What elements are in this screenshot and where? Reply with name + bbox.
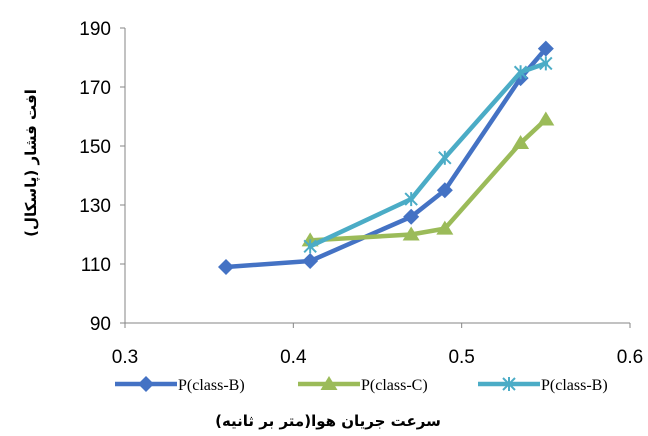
- data-point: [303, 239, 317, 254]
- series-1: [218, 40, 554, 275]
- legend-item-2: P(class-C): [298, 376, 428, 394]
- data-point: [438, 150, 452, 165]
- y-tick-labels: 90 110 130 150 170 190: [79, 19, 111, 335]
- data-point: [403, 208, 420, 225]
- data-point: [404, 192, 418, 207]
- legend-item-1: P(class-B): [115, 376, 245, 394]
- y-tick-label: 90: [90, 314, 111, 335]
- y-tick-label: 170: [79, 78, 111, 99]
- data-point: [436, 220, 454, 235]
- data-point: [302, 253, 319, 270]
- axes: [120, 27, 631, 328]
- series-layer: [218, 40, 555, 275]
- y-tick-label: 150: [79, 137, 111, 158]
- data-point: [537, 40, 554, 57]
- data-point: [218, 258, 234, 275]
- x-tick-label: 0.6: [617, 347, 643, 368]
- y-tick-label: 130: [79, 196, 111, 217]
- legend-marker: [502, 377, 516, 391]
- y-axis-label: افت فشار (پاسکال): [22, 89, 41, 237]
- data-point: [537, 111, 555, 126]
- y-tick-label: 190: [79, 19, 111, 40]
- data-point: [512, 135, 530, 150]
- legend-label: P(class-C): [361, 377, 428, 394]
- legend-label: P(class-B): [541, 377, 608, 394]
- legend-label: P(class-B): [178, 377, 245, 394]
- legend-marker: [138, 376, 154, 392]
- data-point: [402, 226, 420, 241]
- x-tick-labels: 0.3 0.4 0.5 0.6: [112, 347, 643, 368]
- x-axis-label: سرعت جریان هوا(متر بر ثانیه): [215, 412, 441, 430]
- data-point: [436, 182, 453, 199]
- legend-marker: [320, 376, 338, 390]
- x-tick-label: 0.3: [112, 347, 138, 368]
- legend: P(class-B) P(class-C) P(class-B): [115, 376, 608, 394]
- y-tick-label: 110: [81, 255, 111, 276]
- legend-item-3: P(class-B): [478, 377, 608, 394]
- x-tick-label: 0.4: [280, 347, 307, 368]
- series-3: [303, 56, 553, 254]
- data-point: [513, 65, 528, 80]
- data-point: [539, 56, 553, 71]
- series-line: [223, 46, 549, 270]
- x-tick-label: 0.5: [448, 347, 474, 368]
